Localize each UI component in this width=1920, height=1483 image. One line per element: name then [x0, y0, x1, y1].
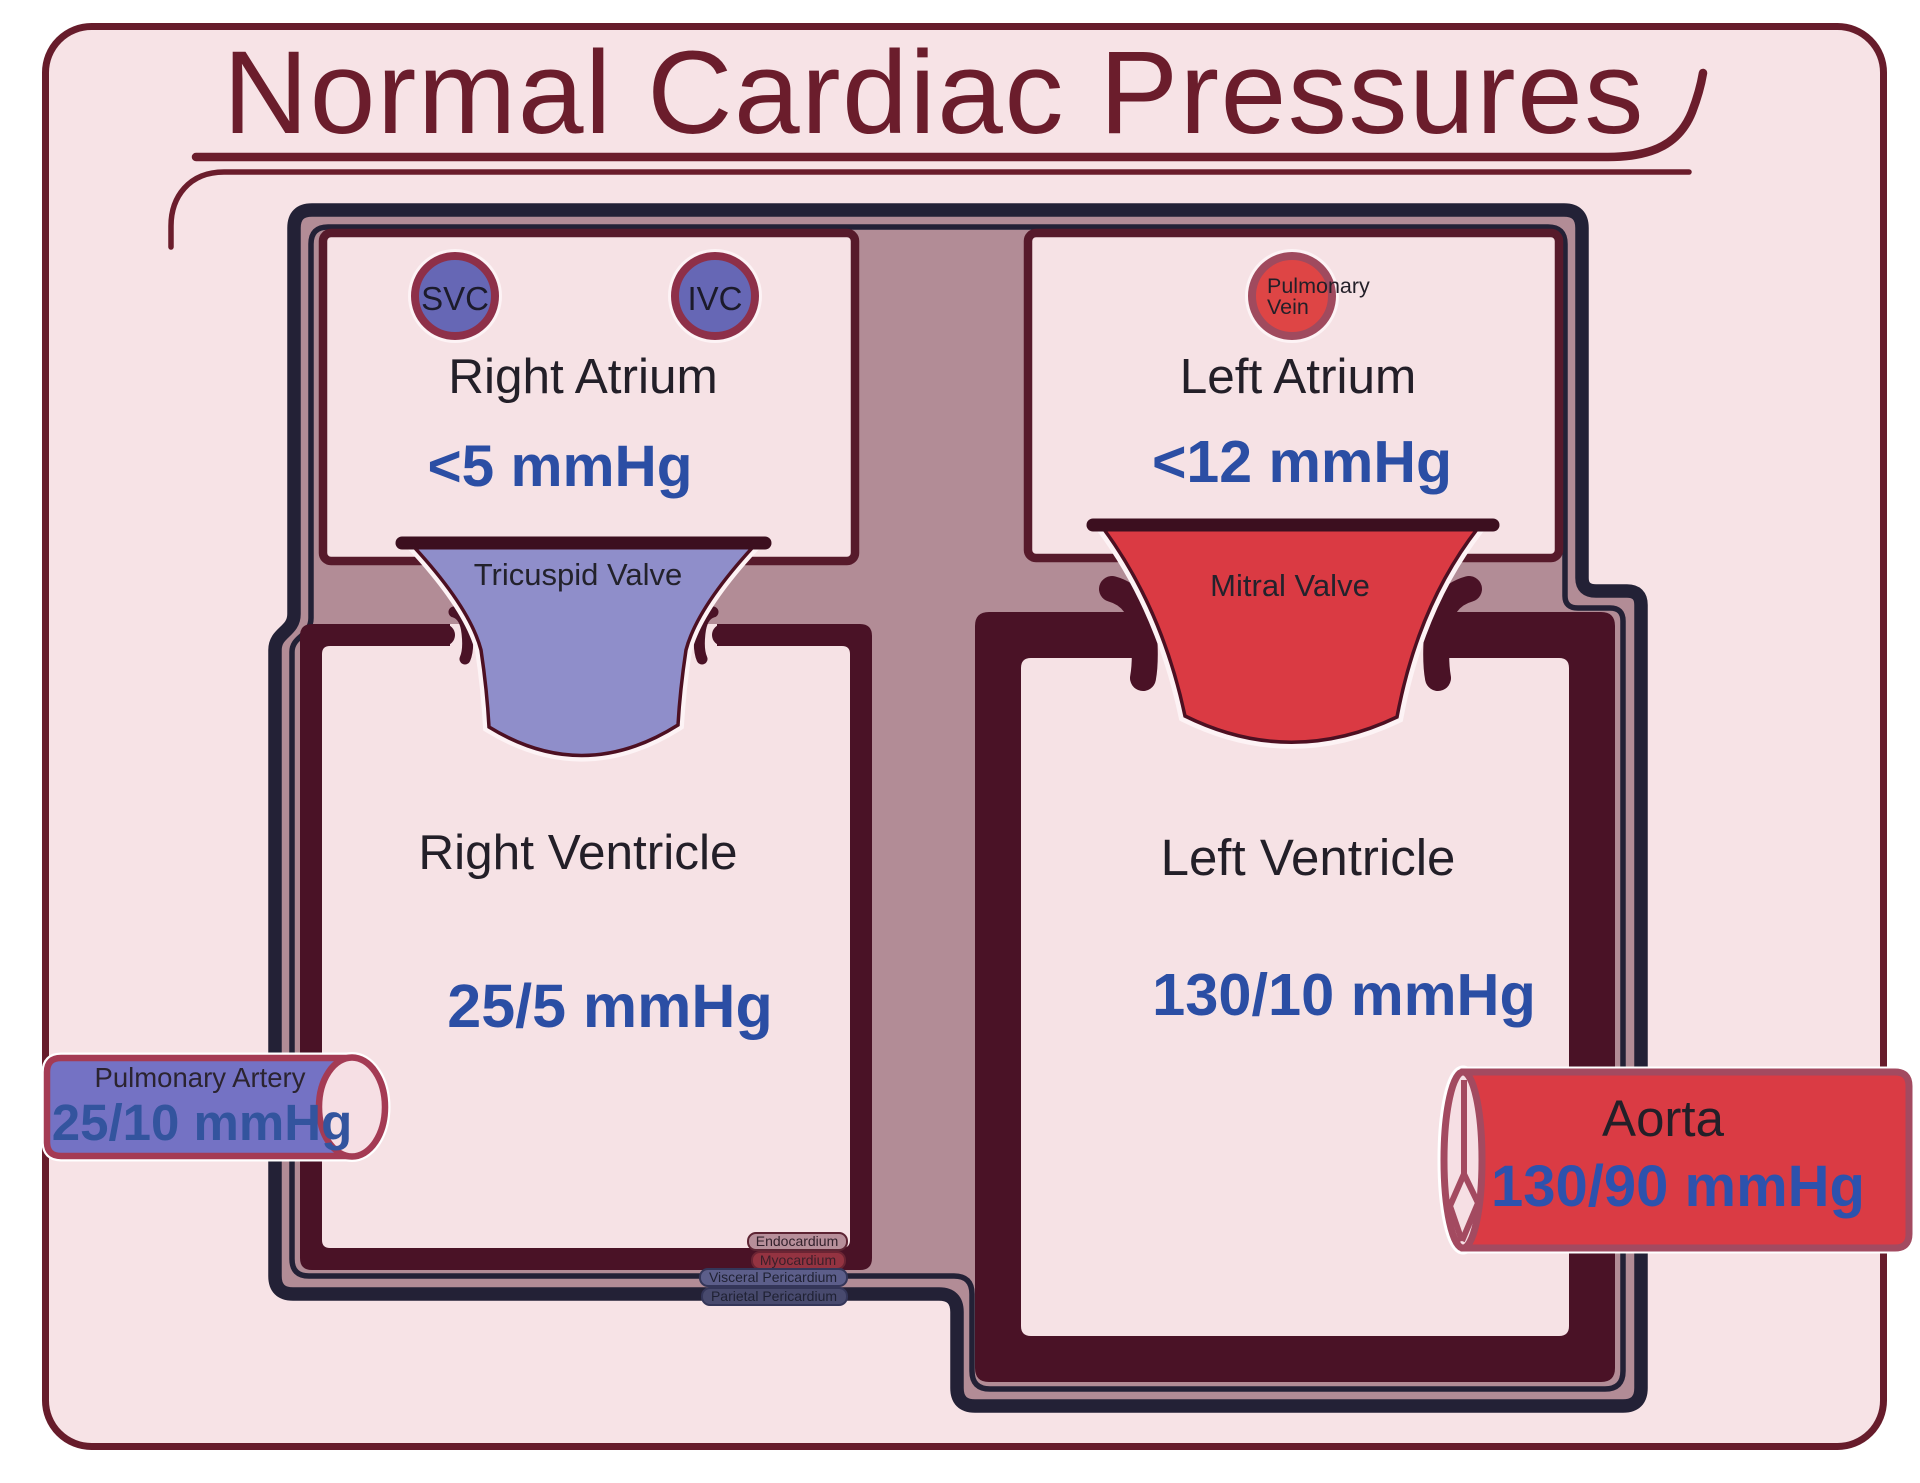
- svg-text:Endocardium: Endocardium: [756, 1233, 839, 1249]
- svg-text:25/5 mmHg: 25/5 mmHg: [447, 972, 772, 1040]
- svg-text:Myocardium: Myocardium: [760, 1252, 836, 1268]
- svg-text:130/10 mmHg: 130/10 mmHg: [1152, 961, 1536, 1028]
- svg-text:Mitral Valve: Mitral Valve: [1210, 568, 1370, 603]
- svg-text:Normal Cardiac Pressures: Normal Cardiac Pressures: [223, 27, 1645, 159]
- svg-text:Parietal Pericardium: Parietal Pericardium: [711, 1288, 837, 1304]
- svg-text:Right Ventricle: Right Ventricle: [418, 825, 737, 880]
- svg-text:Left Atrium: Left Atrium: [1180, 349, 1417, 404]
- svg-text:Pulmonary Artery: Pulmonary Artery: [95, 1062, 306, 1093]
- svg-text:<12 mmHg: <12 mmHg: [1152, 429, 1452, 495]
- svg-text:Tricuspid Valve: Tricuspid Valve: [474, 557, 682, 592]
- svg-text:Right Atrium: Right Atrium: [448, 349, 718, 404]
- svg-text:25/10 mmHg: 25/10 mmHg: [52, 1094, 352, 1151]
- svg-text:Pulmonary: Pulmonary: [1267, 274, 1370, 298]
- svg-text:Left Ventricle: Left Ventricle: [1161, 829, 1456, 886]
- svg-text:IVC: IVC: [687, 280, 742, 317]
- svg-text:Vein: Vein: [1267, 295, 1309, 319]
- svg-text:Visceral Pericardium: Visceral Pericardium: [709, 1269, 837, 1285]
- svg-text:130/90 mmHg: 130/90 mmHg: [1491, 1154, 1865, 1219]
- svg-text:Aorta: Aorta: [1602, 1090, 1725, 1147]
- svg-text:<5 mmHg: <5 mmHg: [428, 434, 693, 499]
- svg-text:SVC: SVC: [421, 280, 489, 317]
